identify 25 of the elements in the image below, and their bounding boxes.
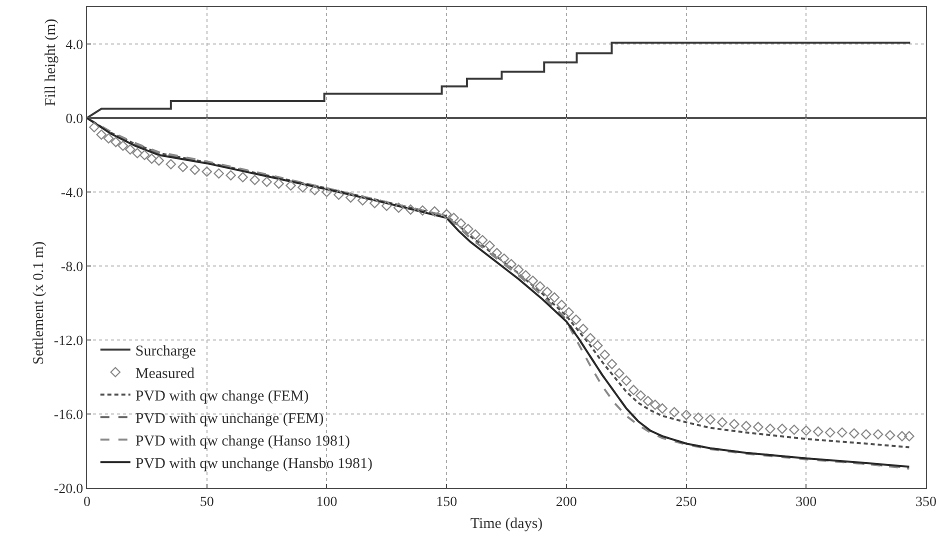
y-axis-title: Fill height (m)	[42, 18, 59, 106]
legend-label: Surcharge	[135, 343, 196, 360]
legend-label: PVD with qw change (Hanso 1981)	[135, 433, 350, 450]
y-tick-label: -16.0	[54, 408, 84, 423]
x-tick-label: 250	[676, 494, 697, 510]
x-tick-label: 300	[796, 494, 817, 510]
legend-label: PVD with qw unchange (FEM)	[135, 410, 324, 427]
line-series	[87, 42, 912, 118]
x-tick-label: 0	[84, 494, 90, 510]
legend-label: Measured	[135, 366, 196, 382]
x-axis-title: Time (days)	[470, 516, 543, 532]
x-tick-label: 100	[316, 494, 338, 510]
y-tick-label: 4.0	[66, 38, 84, 53]
x-tick-label: 150	[436, 494, 458, 510]
legend-label: PVD with qw change (FEM)	[135, 388, 309, 404]
legend-label: PVD with qw unchange (Hansbo 1981)	[135, 456, 372, 472]
y-tick-label: 0.0	[66, 112, 84, 127]
y-tick-label: -8.0	[60, 260, 84, 275]
y-tick-label: -4.0	[60, 186, 84, 201]
x-tick-label: 350	[916, 494, 936, 510]
y-tick-label: -20.0	[54, 482, 84, 497]
y-tick-label: -12.0	[54, 334, 84, 349]
x-tick-label: 200	[556, 494, 577, 510]
x-tick-label: 50	[200, 494, 214, 510]
y-axis-title: Settlement (x 0.1 m)	[31, 241, 48, 365]
